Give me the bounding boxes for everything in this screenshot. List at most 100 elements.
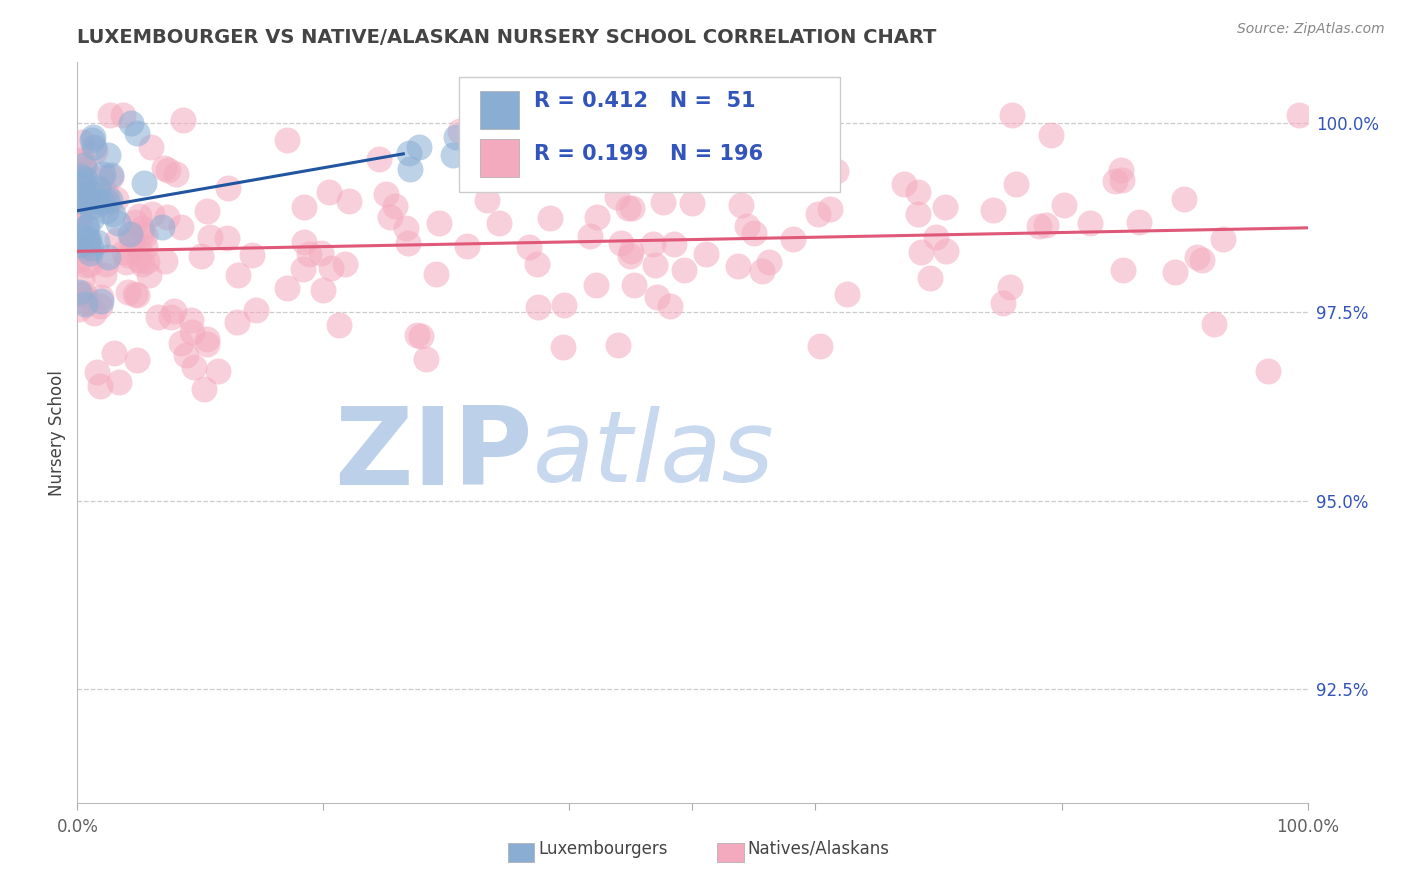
Point xyxy=(758,255,780,269)
Point xyxy=(165,167,187,181)
Point xyxy=(384,198,406,212)
Point xyxy=(127,353,149,368)
Point xyxy=(298,246,321,260)
Point xyxy=(1111,162,1133,177)
Point xyxy=(69,169,91,183)
Point xyxy=(79,200,101,214)
Point xyxy=(579,228,602,243)
Point xyxy=(90,290,112,304)
Point xyxy=(456,239,478,253)
Point xyxy=(75,297,97,311)
Point xyxy=(1078,216,1101,230)
Point xyxy=(82,189,104,203)
Point xyxy=(174,348,197,362)
Point xyxy=(837,287,859,301)
Point xyxy=(67,177,90,191)
Point xyxy=(90,194,112,209)
Point xyxy=(132,176,155,190)
Point xyxy=(620,244,643,258)
Point xyxy=(172,112,194,127)
Point xyxy=(934,201,956,215)
Point xyxy=(97,148,120,162)
Text: Natives/Alaskans: Natives/Alaskans xyxy=(748,839,890,858)
Point xyxy=(72,187,94,202)
Point xyxy=(146,310,169,324)
Point xyxy=(553,298,575,312)
Point xyxy=(197,332,219,346)
Point xyxy=(681,195,703,210)
Point xyxy=(367,152,389,166)
Point xyxy=(153,161,176,176)
Point xyxy=(782,231,804,245)
FancyBboxPatch shape xyxy=(717,843,744,862)
Point xyxy=(217,181,239,195)
Point xyxy=(70,136,93,150)
Point xyxy=(312,284,335,298)
Point xyxy=(67,172,90,186)
Point xyxy=(1191,252,1213,267)
Text: R = 0.412   N =  51: R = 0.412 N = 51 xyxy=(534,91,755,111)
Point xyxy=(77,233,100,247)
Point xyxy=(181,326,204,340)
Point xyxy=(292,235,315,250)
Point xyxy=(727,259,749,273)
Point xyxy=(83,186,105,201)
Point xyxy=(125,126,148,140)
Point xyxy=(240,248,263,262)
Point xyxy=(107,216,129,230)
Point xyxy=(1204,317,1226,331)
Point xyxy=(441,148,464,162)
Point xyxy=(82,130,104,145)
Point xyxy=(83,306,105,320)
Point xyxy=(449,123,471,137)
Point xyxy=(292,262,315,277)
Point xyxy=(606,190,628,204)
Point xyxy=(112,244,135,259)
Point xyxy=(190,249,212,263)
Point xyxy=(124,286,146,301)
Point xyxy=(156,211,179,225)
Point xyxy=(90,171,112,186)
Point xyxy=(105,192,128,206)
Point xyxy=(117,285,139,300)
Point xyxy=(134,240,156,254)
Point xyxy=(409,328,432,343)
Point xyxy=(276,281,298,295)
Point xyxy=(920,271,942,285)
FancyBboxPatch shape xyxy=(458,78,841,192)
Point xyxy=(72,178,94,193)
Y-axis label: Nursery School: Nursery School xyxy=(48,369,66,496)
Point xyxy=(333,257,356,271)
Point xyxy=(180,313,202,327)
Point xyxy=(808,339,831,353)
Point xyxy=(80,186,103,200)
Point xyxy=(825,164,848,178)
Point xyxy=(751,264,773,278)
Point xyxy=(131,257,153,271)
Point xyxy=(475,193,498,207)
Point xyxy=(1288,108,1310,122)
Point xyxy=(94,257,117,271)
Point xyxy=(1112,262,1135,277)
Point xyxy=(585,278,607,293)
Point xyxy=(128,252,150,267)
Point xyxy=(398,145,420,160)
Point xyxy=(73,158,96,172)
Point xyxy=(79,246,101,260)
Point xyxy=(84,187,107,202)
Point xyxy=(127,288,149,302)
Point xyxy=(695,247,717,261)
Point xyxy=(617,202,640,216)
Point xyxy=(742,226,765,240)
Point xyxy=(907,207,929,221)
Text: Source: ZipAtlas.com: Source: ZipAtlas.com xyxy=(1237,22,1385,37)
Point xyxy=(935,244,957,259)
Point xyxy=(311,245,333,260)
Point xyxy=(121,232,143,246)
Point xyxy=(526,257,548,271)
Point xyxy=(86,365,108,379)
Point xyxy=(1173,192,1195,206)
Point xyxy=(80,211,103,225)
Point xyxy=(141,207,163,221)
Point xyxy=(67,216,90,230)
